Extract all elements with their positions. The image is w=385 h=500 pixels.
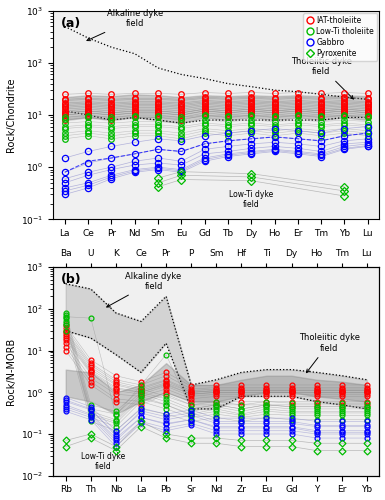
Text: Alkaline dyke
field: Alkaline dyke field bbox=[87, 9, 163, 40]
Text: Alkaline dyke
field: Alkaline dyke field bbox=[107, 272, 182, 307]
Text: Tholeiitic dyke
field: Tholeiitic dyke field bbox=[299, 333, 360, 372]
Text: Tholeiitic dyke
field: Tholeiitic dyke field bbox=[291, 57, 353, 99]
Text: (b): (b) bbox=[61, 274, 82, 286]
Text: (a): (a) bbox=[61, 17, 82, 30]
Y-axis label: Rock/N-MORB: Rock/N-MORB bbox=[5, 338, 15, 405]
Text: Low-Ti dyke
field: Low-Ti dyke field bbox=[229, 190, 273, 210]
Y-axis label: Rock/Chondrite: Rock/Chondrite bbox=[5, 78, 15, 152]
Legend: IAT-tholeiite, Low-Ti tholeiite, Gabbro, Pyroxenite: IAT-tholeiite, Low-Ti tholeiite, Gabbro,… bbox=[303, 13, 377, 61]
Text: Low-Ti dyke
field: Low-Ti dyke field bbox=[81, 452, 126, 471]
